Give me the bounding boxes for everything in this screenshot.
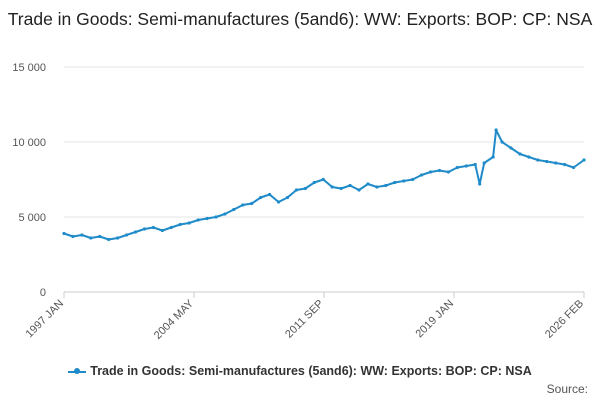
data-point[interactable]: [437, 168, 442, 173]
data-point[interactable]: [509, 146, 513, 150]
series-line: [63, 129, 585, 241]
data-point[interactable]: [116, 236, 120, 240]
legend-swatch: [68, 367, 87, 374]
data-point[interactable]: [402, 179, 406, 183]
y-tick-label: 15 000: [12, 62, 46, 74]
data-point[interactable]: [107, 237, 111, 242]
data-point[interactable]: [411, 177, 415, 182]
data-point[interactable]: [545, 159, 549, 164]
y-tick-label: 10 000: [12, 137, 46, 149]
data-point[interactable]: [339, 186, 343, 191]
data-point[interactable]: [169, 225, 173, 230]
data-point[interactable]: [312, 180, 316, 185]
x-tick-label: 2004 MAY: [152, 297, 197, 342]
x-tick-label: 1997 JAN: [23, 298, 66, 341]
data-point[interactable]: [455, 165, 459, 170]
data-point[interactable]: [473, 162, 477, 167]
source-label: Source:: [546, 382, 588, 396]
y-tick-label: 5 000: [18, 212, 46, 224]
data-point[interactable]: [62, 231, 66, 236]
data-point[interactable]: [133, 230, 138, 234]
data-point[interactable]: [491, 155, 495, 159]
data-point[interactable]: [348, 183, 352, 188]
data-point[interactable]: [151, 225, 155, 230]
data-point[interactable]: [214, 215, 218, 219]
data-point[interactable]: [536, 158, 540, 162]
data-point[interactable]: [160, 228, 164, 233]
data-point[interactable]: [563, 162, 567, 167]
data-point[interactable]: [187, 221, 191, 225]
y-axis-ticks: 15 000 10 000 5 000 0: [12, 62, 46, 299]
data-point[interactable]: [393, 180, 397, 185]
data-point[interactable]: [259, 195, 263, 200]
data-point[interactable]: [321, 177, 325, 182]
data-point[interactable]: [205, 216, 209, 221]
data-point[interactable]: [478, 182, 482, 186]
data-point[interactable]: [80, 233, 84, 237]
data-point[interactable]: [142, 227, 147, 231]
data-point[interactable]: [482, 161, 486, 165]
data-point[interactable]: [250, 201, 254, 206]
legend[interactable]: Trade in Goods: Semi-manufactures (5and6…: [0, 364, 600, 378]
y-tick-label: 0: [40, 287, 46, 299]
data-point[interactable]: [223, 212, 227, 216]
data-point[interactable]: [366, 182, 370, 186]
data-point[interactable]: [554, 161, 558, 165]
data-point[interactable]: [268, 192, 272, 197]
data-point[interactable]: [178, 222, 182, 227]
data-point[interactable]: [428, 170, 433, 174]
data-point[interactable]: [124, 233, 129, 237]
data-point[interactable]: [294, 188, 299, 192]
legend-label: Trade in Goods: Semi-manufactures (5and6…: [90, 364, 532, 378]
data-point[interactable]: [98, 234, 102, 239]
data-point[interactable]: [303, 186, 307, 191]
data-point[interactable]: [419, 173, 424, 177]
data-point[interactable]: [285, 195, 290, 200]
x-tick-label: 2011 SEP: [283, 298, 326, 341]
data-point[interactable]: [330, 185, 334, 189]
data-point[interactable]: [582, 158, 586, 162]
data-point[interactable]: [357, 188, 361, 192]
data-point[interactable]: [241, 203, 245, 207]
data-point[interactable]: [384, 183, 388, 188]
data-point[interactable]: [196, 218, 200, 222]
x-tick-label: 2019 JAN: [413, 298, 456, 341]
data-point[interactable]: [571, 165, 576, 170]
series-layer: [62, 128, 586, 242]
data-point[interactable]: [527, 155, 531, 159]
data-point[interactable]: [276, 200, 281, 204]
data-point[interactable]: [232, 207, 236, 212]
data-point[interactable]: [446, 170, 451, 174]
x-axis: 1997 JAN 2004 MAY 2011 SEP 2019 JAN 2026 FEB: [23, 292, 586, 342]
data-point[interactable]: [464, 164, 468, 168]
data-point[interactable]: [71, 234, 75, 239]
data-point[interactable]: [494, 128, 498, 132]
data-point[interactable]: [518, 152, 522, 156]
data-point[interactable]: [500, 140, 504, 144]
data-point[interactable]: [375, 185, 379, 189]
data-point[interactable]: [89, 236, 93, 240]
chart-title: Trade in Goods: Semi-manufactures (5and6…: [7, 9, 593, 29]
x-tick-label: 2026 FEB: [543, 298, 586, 341]
